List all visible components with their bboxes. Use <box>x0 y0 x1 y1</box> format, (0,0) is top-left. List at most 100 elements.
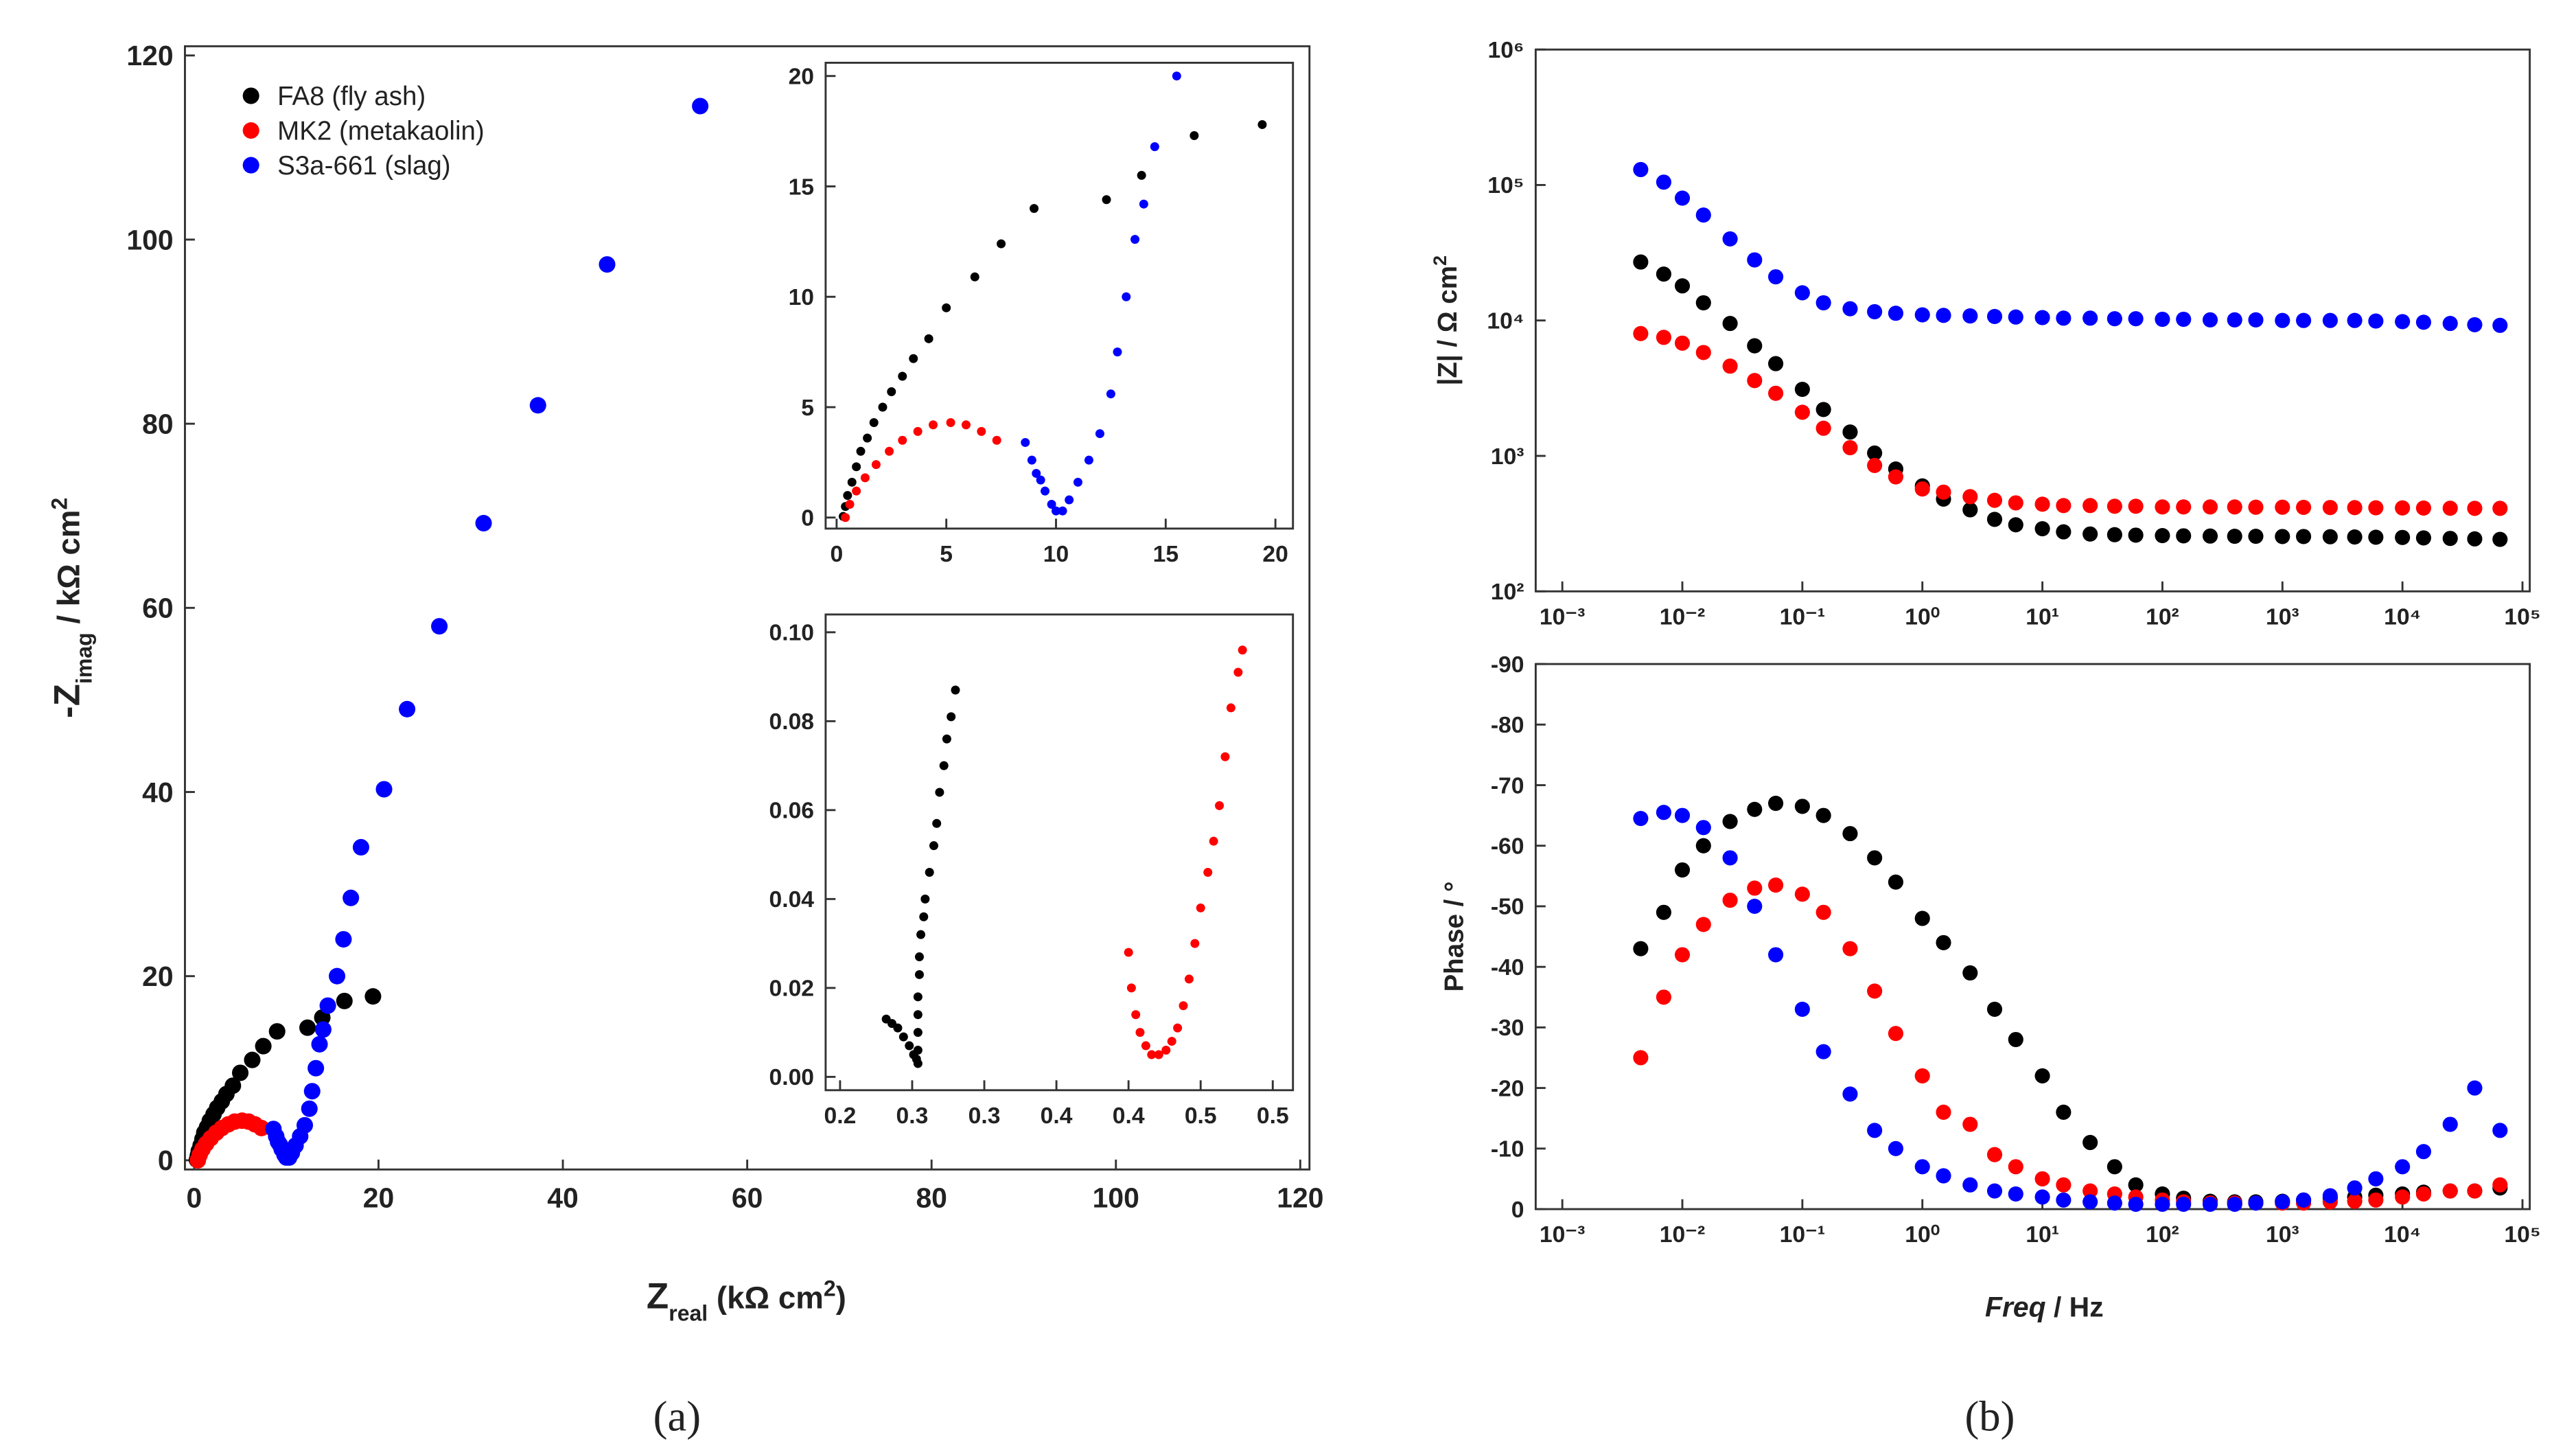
data-point <box>1633 810 1649 827</box>
data-point <box>1722 814 1738 829</box>
data-point <box>913 1059 923 1068</box>
data-point <box>1867 445 1883 461</box>
data-point <box>1842 439 1858 456</box>
data-point <box>2275 312 2290 328</box>
data-point <box>997 239 1006 249</box>
data-point <box>1695 295 1711 311</box>
data-point <box>1722 231 1738 247</box>
data-point <box>1815 904 1831 920</box>
data-point <box>1815 402 1831 417</box>
data-point <box>2467 1080 2483 1096</box>
x-tick-label: 0.5 <box>1257 1103 1289 1129</box>
data-point <box>1147 1050 1157 1059</box>
data-point <box>1674 807 1691 823</box>
data-point <box>431 618 448 635</box>
data-point <box>2322 312 2338 328</box>
data-point <box>2107 527 2122 542</box>
data-point <box>399 700 416 718</box>
data-point <box>2008 1186 2023 1202</box>
y-tick-label: 60 <box>142 593 173 624</box>
data-point <box>878 402 887 412</box>
y-tick-label: 15 <box>789 174 814 200</box>
x-tick-label: 10⁴ <box>2384 1222 2421 1248</box>
data-point <box>1914 481 1930 497</box>
data-point <box>1986 512 2003 527</box>
data-point <box>1842 424 1858 440</box>
data-point <box>905 1041 914 1051</box>
data-point <box>2368 529 2384 545</box>
label-part: Z <box>647 1276 669 1316</box>
data-point <box>2492 1123 2508 1138</box>
data-point <box>1842 1086 1858 1102</box>
x-tick-label: 10⁴ <box>2384 604 2421 630</box>
data-point <box>2467 501 2483 516</box>
data-point <box>2296 1192 2312 1208</box>
y-axis-label: -Zimag / kΩ cm2 <box>47 498 96 718</box>
data-point <box>2442 316 2458 332</box>
data-point <box>2395 314 2411 330</box>
data-point <box>1747 338 1763 354</box>
data-point <box>2368 313 2384 329</box>
data-point <box>2322 1188 2338 1204</box>
x-tick-label: 10¹ <box>2026 1222 2059 1248</box>
label-part: Phase / ° <box>1440 882 1470 992</box>
data-point <box>1722 358 1738 374</box>
data-point <box>343 889 360 906</box>
data-point <box>1656 904 1671 920</box>
x-tick-label: 10⁵ <box>2504 1222 2540 1248</box>
data-point <box>1794 381 1810 398</box>
data-point <box>1815 807 1831 823</box>
x-tick-label: 10¹ <box>2026 604 2059 630</box>
data-point <box>1867 1123 1883 1138</box>
data-point <box>2107 1195 2122 1211</box>
x-tick-label: 0.3 <box>896 1103 929 1129</box>
data-point <box>1656 266 1671 282</box>
x-tick-label: 80 <box>916 1182 947 1214</box>
data-point <box>2275 499 2290 515</box>
y-tick-label: 80 <box>142 408 173 439</box>
y-tick-label: 0.06 <box>769 799 815 824</box>
data-point <box>1695 917 1711 932</box>
data-point <box>2082 1183 2098 1199</box>
data-point <box>1768 269 1784 285</box>
data-point <box>845 499 855 509</box>
data-point <box>1154 1050 1163 1059</box>
data-point <box>2082 310 2098 326</box>
data-point <box>1986 492 2003 508</box>
label-part: 2 <box>47 498 71 510</box>
data-point <box>2347 1180 2363 1196</box>
data-point <box>1215 801 1225 810</box>
data-point <box>2034 1189 2050 1205</box>
data-point <box>1106 389 1115 399</box>
data-point <box>2227 528 2242 544</box>
data-point <box>1986 1001 2003 1017</box>
data-point <box>1135 1028 1145 1037</box>
data-point <box>1102 195 1111 205</box>
data-point <box>2415 1186 2432 1202</box>
data-point <box>1986 308 2003 324</box>
data-point <box>860 473 870 483</box>
data-point <box>2395 500 2411 516</box>
data-point <box>1167 1037 1176 1046</box>
data-point <box>314 1021 332 1038</box>
y-tick-label: -10 <box>1491 1137 1524 1162</box>
data-point <box>299 1019 316 1036</box>
data-point <box>2008 495 2023 511</box>
data-point <box>942 303 951 312</box>
y-tick-label: 5 <box>801 395 814 421</box>
y-tick-label: -50 <box>1491 895 1524 920</box>
legend-marker <box>242 157 259 174</box>
data-point <box>2034 520 2050 537</box>
y-tick-label: -60 <box>1491 834 1524 860</box>
data-point <box>843 491 852 501</box>
x-tick-label: 10⁻³ <box>1540 604 1585 630</box>
data-point <box>336 992 353 1009</box>
data-point <box>2155 311 2170 328</box>
x-tick-label: 15 <box>1153 542 1179 567</box>
data-point <box>1196 903 1205 913</box>
data-point <box>935 788 944 797</box>
x-tick-label: 10⁻¹ <box>1780 1222 1825 1248</box>
data-point <box>1815 1044 1831 1059</box>
data-point <box>1633 1050 1649 1066</box>
data-point <box>913 1028 923 1037</box>
